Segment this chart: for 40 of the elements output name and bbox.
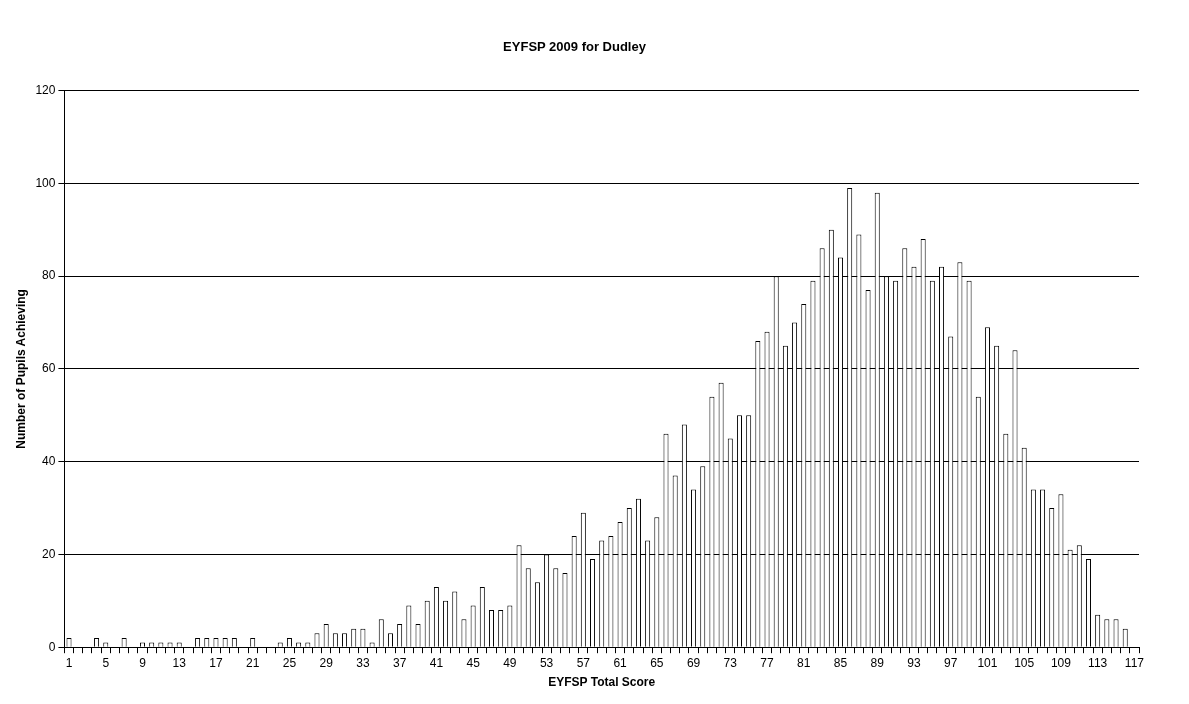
- x-tick-label: 93: [907, 655, 921, 670]
- x-tick-label: 105: [1014, 655, 1035, 670]
- x-tick-label: 81: [797, 655, 811, 670]
- x-tick-label: 17: [209, 655, 223, 670]
- y-tick-label: 40: [42, 453, 56, 468]
- x-tick-label: 49: [503, 655, 517, 670]
- y-axis-title: Number of Pupils Achieving: [13, 289, 28, 449]
- x-tick-label: 117: [1124, 655, 1145, 670]
- x-tick-label: 73: [723, 655, 738, 670]
- x-tick-label: 53: [539, 655, 554, 670]
- x-tick-label: 9: [139, 655, 147, 670]
- y-tick-label: 120: [35, 82, 56, 97]
- y-tick-label: 0: [48, 639, 56, 654]
- x-tick-label: 25: [282, 655, 297, 670]
- x-tick-label: 69: [686, 655, 701, 670]
- x-tick-label: 29: [319, 655, 334, 670]
- x-tick-label: 13: [172, 655, 187, 670]
- x-tick-label: 65: [650, 655, 664, 670]
- y-tick-label: 100: [35, 175, 56, 190]
- x-tick-label: 85: [833, 655, 848, 670]
- x-tick-label: 109: [1050, 655, 1072, 670]
- x-tick-label: 97: [944, 655, 958, 670]
- y-tick-label: 20: [42, 546, 56, 561]
- x-tick-label: 5: [102, 655, 110, 670]
- x-tick-label: 113: [1088, 655, 1108, 670]
- y-tick-label: 60: [42, 361, 56, 376]
- y-tick-label: 80: [42, 268, 56, 283]
- x-tick-label: 89: [870, 655, 885, 670]
- x-axis-title: EYFSP Total Score: [548, 675, 656, 690]
- x-tick-label: 37: [392, 655, 407, 670]
- chart-title: EYFSP 2009 for Dudley: [503, 39, 647, 55]
- x-tick-label: 1: [65, 655, 73, 670]
- x-tick-label: 41: [429, 655, 444, 670]
- x-tick-label: 77: [760, 655, 775, 670]
- x-tick-label: 33: [356, 655, 370, 670]
- x-tick-label: 101: [977, 655, 998, 670]
- x-tick-label: 45: [466, 655, 481, 670]
- x-tick-label: 21: [246, 655, 260, 670]
- x-tick-label: 61: [613, 655, 628, 670]
- x-tick-label: 57: [576, 655, 591, 670]
